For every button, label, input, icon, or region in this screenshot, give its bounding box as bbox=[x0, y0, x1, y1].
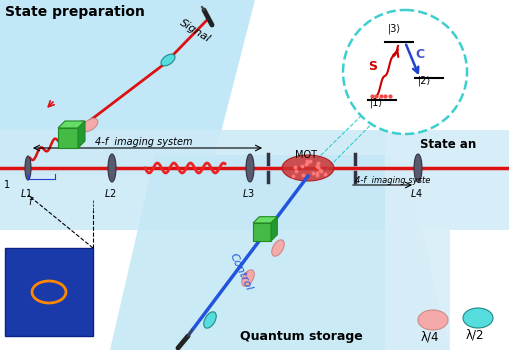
Text: |1⟩: |1⟩ bbox=[369, 97, 382, 107]
Polygon shape bbox=[0, 0, 254, 175]
Polygon shape bbox=[78, 121, 85, 148]
Text: 4-f  imaging syste: 4-f imaging syste bbox=[354, 176, 430, 185]
Ellipse shape bbox=[462, 308, 492, 328]
Polygon shape bbox=[449, 230, 509, 350]
Ellipse shape bbox=[245, 154, 253, 182]
Text: |2⟩: |2⟩ bbox=[417, 75, 431, 85]
Text: $L1$: $L1$ bbox=[20, 187, 33, 199]
Ellipse shape bbox=[271, 240, 284, 256]
Ellipse shape bbox=[241, 270, 254, 286]
Text: λ/2: λ/2 bbox=[465, 328, 484, 341]
Text: State preparation: State preparation bbox=[5, 5, 145, 19]
Text: Signal: Signal bbox=[178, 17, 212, 44]
Text: S: S bbox=[367, 60, 376, 73]
Polygon shape bbox=[58, 121, 85, 128]
Text: MOT: MOT bbox=[294, 150, 317, 160]
Text: 4-f  imaging system: 4-f imaging system bbox=[95, 137, 192, 147]
Polygon shape bbox=[58, 128, 78, 148]
Text: |3⟩: |3⟩ bbox=[387, 24, 401, 35]
Ellipse shape bbox=[204, 312, 216, 328]
Ellipse shape bbox=[417, 310, 447, 330]
Polygon shape bbox=[252, 223, 270, 241]
Text: $f$: $f$ bbox=[28, 195, 35, 207]
Polygon shape bbox=[270, 217, 277, 241]
Polygon shape bbox=[110, 155, 449, 350]
Polygon shape bbox=[384, 130, 509, 350]
Polygon shape bbox=[0, 230, 110, 350]
Text: C: C bbox=[414, 48, 423, 61]
Text: Control: Control bbox=[228, 251, 253, 292]
Ellipse shape bbox=[25, 156, 31, 180]
Polygon shape bbox=[252, 217, 277, 223]
Circle shape bbox=[343, 10, 466, 134]
Ellipse shape bbox=[108, 154, 116, 182]
Text: λ/4: λ/4 bbox=[420, 330, 439, 343]
Text: 1: 1 bbox=[4, 180, 10, 190]
Ellipse shape bbox=[281, 155, 333, 181]
Ellipse shape bbox=[82, 118, 98, 132]
Text: State an: State an bbox=[419, 138, 475, 151]
Text: $L4$: $L4$ bbox=[409, 187, 422, 199]
Text: $L2$: $L2$ bbox=[104, 187, 117, 199]
FancyBboxPatch shape bbox=[5, 248, 93, 336]
Ellipse shape bbox=[161, 54, 175, 66]
Text: Quantum storage: Quantum storage bbox=[240, 330, 362, 343]
Polygon shape bbox=[0, 130, 509, 230]
Text: $L3$: $L3$ bbox=[242, 187, 254, 199]
Ellipse shape bbox=[413, 154, 421, 182]
